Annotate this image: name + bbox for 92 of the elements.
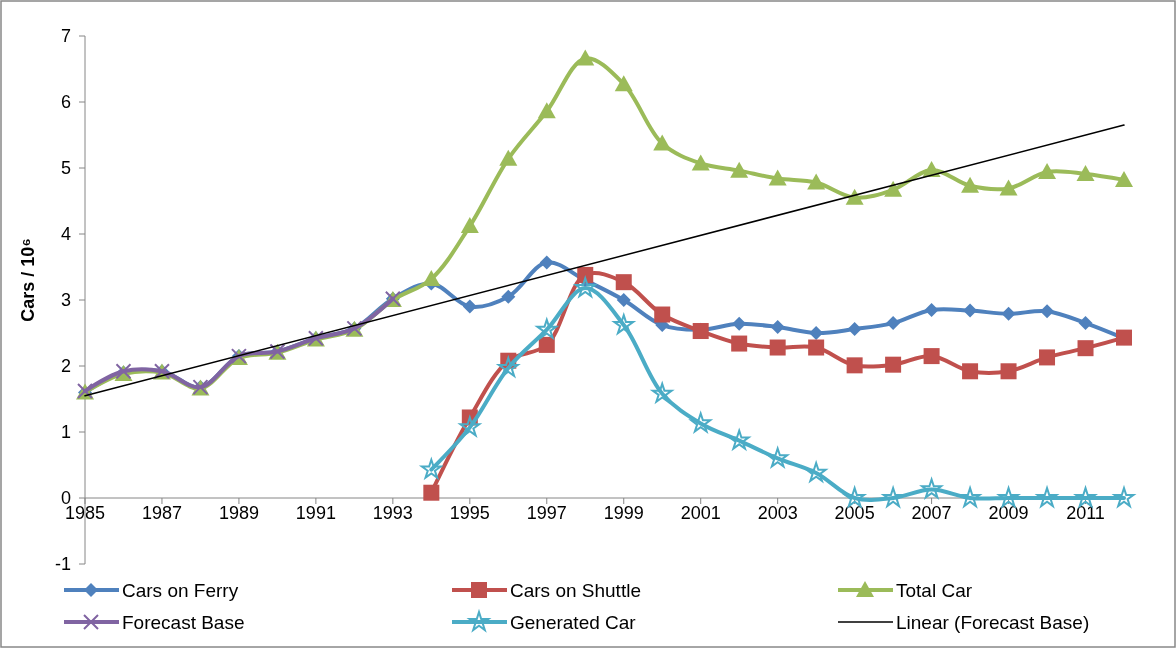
point — [769, 339, 786, 356]
point — [419, 456, 444, 481]
point — [462, 299, 477, 314]
x-tick-label: 1999 — [603, 503, 644, 523]
point — [539, 255, 554, 270]
legend-label: Generated Car — [510, 611, 637, 633]
legend-label: Total Car — [896, 579, 973, 601]
x-tick-label: 2009 — [988, 503, 1029, 523]
point — [1077, 340, 1094, 357]
point — [613, 314, 635, 335]
point — [770, 320, 785, 335]
y-tick-label: 6 — [60, 92, 71, 113]
point — [884, 180, 903, 197]
y-tick-label: -1 — [54, 554, 71, 575]
point — [845, 188, 864, 205]
point — [614, 75, 633, 92]
point — [886, 316, 901, 331]
point — [574, 277, 596, 298]
point — [460, 217, 479, 234]
point — [924, 302, 939, 317]
point — [732, 316, 747, 331]
point — [768, 169, 787, 186]
point — [501, 289, 516, 304]
x-tick-label: 2001 — [680, 503, 721, 523]
point — [534, 316, 559, 341]
point — [538, 336, 555, 353]
x-tick-label: 1993 — [372, 503, 413, 523]
point — [499, 149, 518, 166]
point — [728, 427, 752, 452]
y-tick-label: 4 — [60, 224, 71, 245]
point — [808, 339, 825, 356]
point — [880, 485, 904, 509]
legend-label: Linear (Forecast Base) — [896, 611, 1090, 633]
point — [423, 484, 440, 501]
point — [459, 416, 481, 437]
point — [730, 161, 749, 178]
legend-label: Cars on Ferry — [122, 579, 239, 601]
point — [576, 49, 595, 66]
y-tick-label: 2 — [60, 356, 71, 377]
point — [767, 447, 789, 468]
point — [963, 303, 978, 318]
point — [1038, 162, 1057, 179]
y-tick-label: 1 — [60, 422, 71, 443]
x-tick-label: 1989 — [218, 503, 259, 523]
point — [844, 487, 866, 508]
x-tick-label: 1995 — [449, 503, 490, 523]
point — [497, 357, 519, 377]
point — [654, 306, 671, 323]
point — [653, 134, 672, 151]
point — [1111, 485, 1137, 509]
y-axis-title: Cars / 10⁶ — [18, 238, 38, 322]
legend-label: Forecast Base — [122, 611, 245, 633]
point — [616, 293, 631, 307]
x-tick-label: 2003 — [757, 503, 798, 523]
x-tick-label: 2011 — [1066, 503, 1105, 523]
point — [615, 274, 632, 291]
point — [807, 173, 826, 190]
point — [422, 269, 441, 286]
point — [847, 322, 862, 337]
point — [885, 356, 902, 373]
point — [923, 348, 940, 365]
point — [1076, 164, 1095, 181]
point — [650, 380, 675, 405]
point — [688, 410, 713, 434]
point — [805, 462, 827, 482]
x-tick-label: 2007 — [911, 503, 952, 523]
x-tick-label: 2005 — [834, 503, 875, 523]
point — [959, 485, 983, 509]
point — [731, 335, 748, 352]
point — [1040, 304, 1055, 319]
x-tick-label: 1991 — [295, 503, 336, 523]
point — [961, 176, 980, 193]
legend-label: Cars on Shuttle — [510, 579, 641, 601]
point — [1034, 485, 1060, 509]
point — [1078, 316, 1093, 331]
point — [999, 179, 1018, 196]
y-tick-label: 5 — [60, 158, 71, 179]
x-tick-label: 1987 — [141, 503, 182, 523]
point — [577, 266, 594, 283]
point — [1000, 363, 1017, 380]
point — [919, 476, 944, 500]
x-tick-label: 1997 — [526, 503, 567, 523]
y-tick-label: 7 — [60, 26, 71, 47]
point — [1039, 349, 1056, 366]
point — [1001, 306, 1016, 321]
point — [691, 154, 710, 171]
point — [962, 363, 979, 380]
x-tick-label: 1985 — [64, 503, 106, 523]
point — [1115, 170, 1133, 187]
point — [846, 357, 863, 374]
point — [537, 102, 556, 119]
y-tick-label: 3 — [60, 290, 71, 311]
